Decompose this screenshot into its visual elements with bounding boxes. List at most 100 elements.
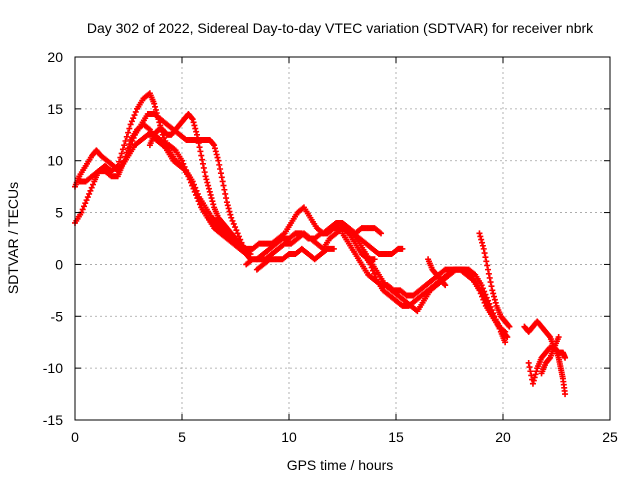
data-point: [86, 190, 93, 197]
data-point: [491, 293, 498, 300]
data-point: [234, 230, 241, 237]
data-point: [83, 197, 90, 204]
data-point: [213, 151, 220, 158]
data-point: [546, 355, 553, 362]
data-point: [190, 181, 197, 188]
data-point: [479, 293, 486, 300]
data-point: [192, 125, 199, 132]
data-point: [88, 184, 95, 191]
data-point: [193, 187, 200, 194]
data-point: [123, 133, 130, 140]
data-point: [481, 288, 488, 295]
data-point: [484, 262, 491, 269]
series-track-b: [72, 121, 250, 252]
data-point: [82, 200, 89, 207]
data-point: [330, 245, 337, 252]
data-point: [479, 239, 486, 246]
data-point: [532, 371, 539, 378]
data-point: [486, 300, 493, 307]
data-point: [194, 135, 201, 142]
y-tick-label: 0: [55, 256, 63, 272]
data-point: [199, 160, 206, 167]
data-point: [505, 322, 512, 329]
data-point: [204, 179, 211, 186]
series-track-q: [538, 334, 562, 377]
data-point: [210, 201, 217, 208]
data-point: [233, 227, 240, 234]
data-point: [131, 112, 138, 119]
data-point: [218, 174, 225, 181]
data-point: [121, 142, 128, 149]
data-point: [533, 368, 540, 375]
y-tick-label: 10: [47, 153, 63, 169]
data-point: [488, 283, 495, 290]
data-point: [223, 199, 230, 206]
data-point: [217, 166, 224, 173]
data-point: [230, 220, 237, 227]
data-point: [371, 256, 378, 263]
data-point: [193, 131, 200, 138]
data-point: [483, 258, 490, 265]
data-point: [207, 191, 214, 198]
data-point: [214, 154, 221, 161]
data-point: [485, 270, 492, 277]
data-point: [479, 242, 486, 249]
data-point: [132, 108, 139, 115]
data-point: [232, 224, 239, 231]
x-tick-label: 10: [281, 429, 297, 445]
series-track-n: [476, 230, 513, 330]
data-point: [225, 205, 232, 212]
data-point: [79, 206, 86, 213]
data-point: [126, 125, 133, 132]
series-track-i: [253, 245, 337, 273]
data-point: [477, 290, 484, 297]
y-tick-label: 5: [55, 205, 63, 221]
data-point: [502, 339, 509, 346]
data-point: [130, 134, 137, 141]
data-point: [219, 178, 226, 185]
data-point: [217, 170, 224, 177]
data-point: [371, 270, 378, 277]
data-point: [202, 173, 209, 180]
data-point: [378, 230, 385, 237]
data-point: [161, 134, 168, 141]
data-point: [205, 185, 212, 192]
data-point: [481, 299, 488, 306]
data-point: [223, 195, 230, 202]
data-point: [476, 287, 483, 294]
data-point: [546, 332, 553, 339]
y-tick-label: -15: [43, 412, 63, 428]
data-point: [197, 148, 204, 155]
data-point: [210, 141, 217, 148]
data-point: [179, 157, 185, 164]
data-point: [224, 202, 231, 209]
data-point: [506, 323, 513, 330]
x-tick-label: 5: [178, 429, 186, 445]
data-point: [481, 250, 488, 257]
data-point: [84, 194, 91, 201]
data-point: [367, 261, 374, 268]
data-point: [118, 150, 125, 157]
data-point: [555, 334, 562, 341]
data-point: [441, 281, 448, 288]
data-point: [193, 128, 200, 135]
data-point: [483, 294, 490, 301]
data-point: [476, 230, 483, 237]
series-track-a: [72, 90, 254, 263]
data-point: [562, 354, 569, 361]
x-tick-label: 25: [602, 429, 618, 445]
y-tick-label: -10: [43, 360, 63, 376]
data-point: [562, 391, 569, 398]
axis-ticks: 0 5 10 15 20 25 -15 -10 -5 0 5 10 15 20: [43, 49, 618, 445]
data-point: [122, 138, 129, 145]
data-point: [482, 254, 489, 261]
data-point: [529, 380, 536, 387]
data-point: [188, 115, 195, 122]
data-point: [531, 374, 538, 381]
data-point: [526, 364, 533, 371]
data-point: [129, 138, 136, 145]
x-axis-label: GPS time / hours: [287, 457, 394, 473]
x-tick-label: 0: [71, 429, 79, 445]
data-point: [399, 245, 406, 252]
series-track-p: [525, 344, 569, 398]
